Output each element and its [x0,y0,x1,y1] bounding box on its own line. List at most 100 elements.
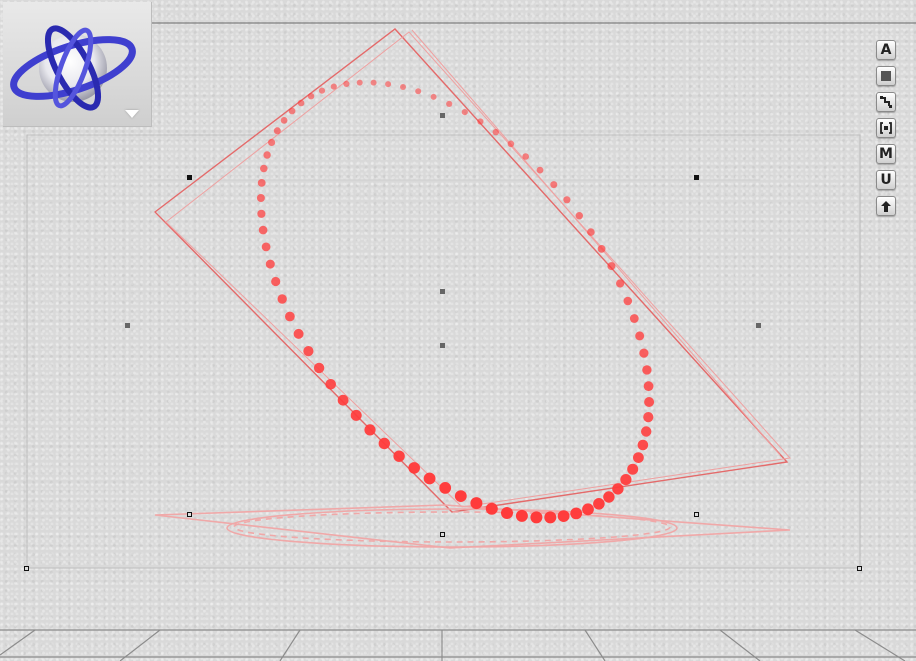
curve-point[interactable] [439,482,452,494]
curve-point[interactable] [277,294,287,304]
curve-point[interactable] [288,107,296,115]
curve-point[interactable] [635,331,645,341]
curve-point[interactable] [446,100,453,107]
letter-m-icon[interactable]: M [876,144,896,164]
curve-point[interactable] [593,498,605,510]
curve-point[interactable] [485,502,498,515]
curve-point[interactable] [273,127,281,135]
curve-point[interactable] [330,83,337,90]
curve-point[interactable] [263,151,271,159]
curve-point[interactable] [492,128,499,136]
steps-icon[interactable] [876,92,896,112]
curve-point[interactable] [597,245,606,253]
curve-point[interactable] [343,80,350,87]
curve-point[interactable] [550,181,558,189]
handle-bottom-left[interactable] [187,512,192,517]
curve-point[interactable] [570,507,583,520]
curve-point[interactable] [271,276,281,287]
curve-point[interactable] [642,365,652,375]
curve-point[interactable] [587,228,595,236]
curve-point[interactable] [522,153,529,160]
handle-right[interactable] [756,323,761,328]
curve-point[interactable] [423,472,436,485]
curve-point[interactable] [356,79,363,86]
letter-u-icon[interactable]: U [876,170,896,190]
curve-point[interactable] [603,491,615,503]
curve-point[interactable] [507,140,515,148]
curve-point[interactable] [623,296,633,306]
curve-point[interactable] [637,439,649,451]
curve-point[interactable] [280,117,288,124]
curve-point[interactable] [612,483,624,495]
curve-point[interactable] [364,424,376,436]
handle-bottom-right[interactable] [694,512,699,517]
curve-point[interactable] [370,79,377,86]
curve-point[interactable] [293,328,304,339]
curve-point[interactable] [415,88,422,95]
curve-point[interactable] [313,362,325,374]
curve-point[interactable] [644,397,655,407]
curve-point[interactable] [265,259,275,269]
curve-points[interactable] [256,79,655,524]
handle-center[interactable] [440,343,445,348]
curve-point[interactable] [536,166,544,174]
curve-point[interactable] [256,194,265,202]
curve-point[interactable] [607,262,616,271]
curve-point[interactable] [461,109,468,116]
curve-point[interactable] [268,138,276,146]
triangle-down-icon[interactable] [125,110,139,118]
curve-point[interactable] [563,196,571,204]
curve-point[interactable] [260,164,268,173]
curve-point[interactable] [337,394,349,406]
curve-point[interactable] [643,412,654,423]
curve-point[interactable] [641,426,652,437]
curve-point[interactable] [303,346,314,357]
curve-point[interactable] [325,379,337,390]
curve-point[interactable] [393,450,405,462]
curve-point[interactable] [643,381,654,392]
curve-point[interactable] [400,84,406,90]
curve-point[interactable] [454,490,467,502]
curve-point[interactable] [307,93,315,100]
curve-point[interactable] [530,511,543,524]
handle-center-upper[interactable] [440,289,445,294]
curve-point[interactable] [297,99,305,107]
filled-square-icon[interactable] [876,66,896,86]
handle-bottom-center[interactable] [440,532,445,537]
curve-point[interactable] [477,118,484,125]
rotated-plane-frame[interactable] [153,28,791,513]
curve-point[interactable] [318,87,326,94]
trackball-gizmo-icon[interactable] [3,2,151,126]
curve-point[interactable] [378,437,390,450]
letter-a-icon[interactable]: A [876,40,896,60]
camera-trackball[interactable] [3,2,152,127]
curve-point[interactable] [515,509,528,522]
curve-point[interactable] [544,511,557,524]
bracket-frame-icon[interactable] [876,118,896,138]
curve-point[interactable] [285,311,295,322]
curve-point[interactable] [430,93,437,100]
curve-point[interactable] [257,209,266,218]
handle-left[interactable] [125,323,130,328]
curve-point[interactable] [639,348,649,358]
curve-point[interactable] [257,179,266,187]
curve-point[interactable] [501,507,513,519]
curve-point[interactable] [629,314,639,323]
curve-point[interactable] [350,409,362,421]
curve-point[interactable] [633,452,644,463]
curve-point[interactable] [557,510,570,522]
up-arrow-icon[interactable] [876,196,896,216]
curve-point[interactable] [258,225,268,235]
curve-point[interactable] [385,81,392,88]
handle-box-bottom-right[interactable] [857,566,862,571]
handle-top-center[interactable] [440,113,445,118]
curve-point[interactable] [627,463,639,475]
curve-point[interactable] [620,474,632,486]
curve-point[interactable] [582,503,594,516]
curve-point[interactable] [616,279,625,288]
handle-top-left[interactable] [187,175,192,180]
curve-point[interactable] [575,212,583,220]
curve-point[interactable] [261,242,271,252]
